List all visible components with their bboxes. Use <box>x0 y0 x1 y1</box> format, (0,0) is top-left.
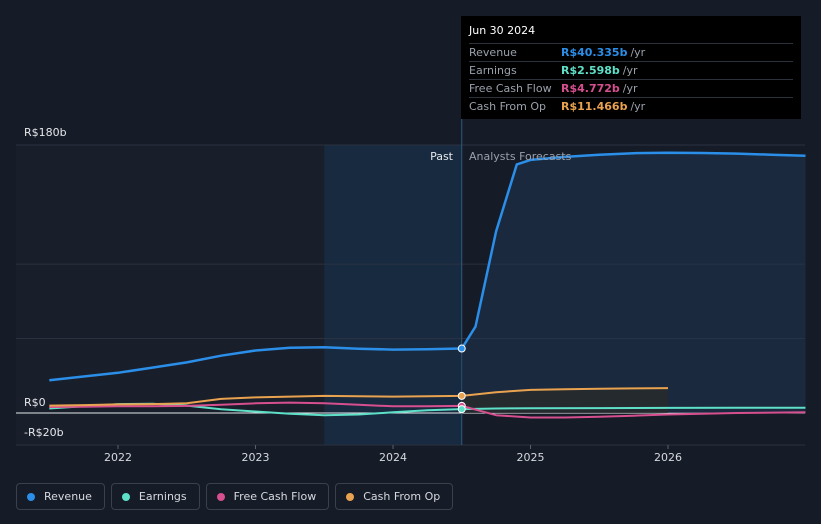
tooltip-unit: /yr <box>630 46 646 59</box>
cashflow-area <box>461 388 668 413</box>
legend-item-free-cash-flow[interactable]: Free Cash Flow <box>205 483 330 510</box>
legend: Revenue Earnings Free Cash Flow Cash Fro… <box>16 483 454 510</box>
past-label: Past <box>430 150 454 163</box>
tooltip-label: Cash From Op <box>469 100 547 113</box>
y-label-zero: R$0 <box>24 396 46 409</box>
series-line-free-cash-flow <box>49 401 806 419</box>
highlight-band <box>324 145 462 445</box>
legend-item-revenue[interactable]: Revenue <box>16 483 105 510</box>
tooltip-date: Jun 30 2024 <box>469 24 793 44</box>
forecast-label: Analysts Forecasts <box>469 150 572 163</box>
revenue-forecast-area <box>461 152 806 413</box>
legend-item-cash-from-op[interactable]: Cash From Op <box>335 483 454 510</box>
legend-dot-icon <box>121 492 130 501</box>
x-tick-label: 2023 <box>242 451 270 464</box>
marker-earnings <box>457 405 466 414</box>
legend-label: Earnings <box>138 490 187 503</box>
legend-dot-icon <box>216 492 225 501</box>
tooltip-value: R$11.466b <box>561 100 628 113</box>
tooltip-label: Free Cash Flow <box>469 82 552 95</box>
legend-label: Cash From Op <box>363 490 441 503</box>
marker-cash-from-op <box>457 391 466 400</box>
x-tick-label: 2025 <box>517 451 545 464</box>
series-line-cash-from-op <box>49 387 669 407</box>
x-axis-ticks: 2022 2023 2024 2025 2026 <box>104 445 682 464</box>
tooltip-value: R$4.772b <box>561 82 620 95</box>
tooltip-row-revenue: Revenue R$40.335b /yr <box>469 44 793 62</box>
tooltip-row-cash-from-op: Cash From Op R$11.466b /yr <box>469 98 793 115</box>
tooltip-unit: /yr <box>622 82 638 95</box>
marker-revenue <box>457 344 466 353</box>
tooltip-unit: /yr <box>622 64 638 77</box>
x-tick-label: 2024 <box>379 451 407 464</box>
series-markers <box>457 344 466 414</box>
legend-label: Revenue <box>44 490 92 503</box>
tooltip-unit: /yr <box>630 100 646 113</box>
y-label-bottom: -R$20b <box>24 426 64 439</box>
x-tick-label: 2022 <box>104 451 132 464</box>
legend-dot-icon <box>346 492 355 501</box>
legend-dot-icon <box>27 492 35 501</box>
tooltip: Jun 30 2024 Revenue R$40.335b /yr Earnin… <box>461 16 801 119</box>
y-label-top: R$180b <box>24 126 67 139</box>
tooltip-value: R$40.335b <box>561 46 628 59</box>
tooltip-label: Earnings <box>469 64 517 77</box>
legend-item-earnings[interactable]: Earnings <box>110 483 200 510</box>
tooltip-row-free-cash-flow: Free Cash Flow R$4.772b /yr <box>469 80 793 98</box>
tooltip-value: R$2.598b <box>561 64 620 77</box>
tooltip-label: Revenue <box>469 46 517 59</box>
tooltip-row-earnings: Earnings R$2.598b /yr <box>469 62 793 80</box>
legend-label: Free Cash Flow <box>233 490 317 503</box>
x-tick-label: 2026 <box>654 451 682 464</box>
